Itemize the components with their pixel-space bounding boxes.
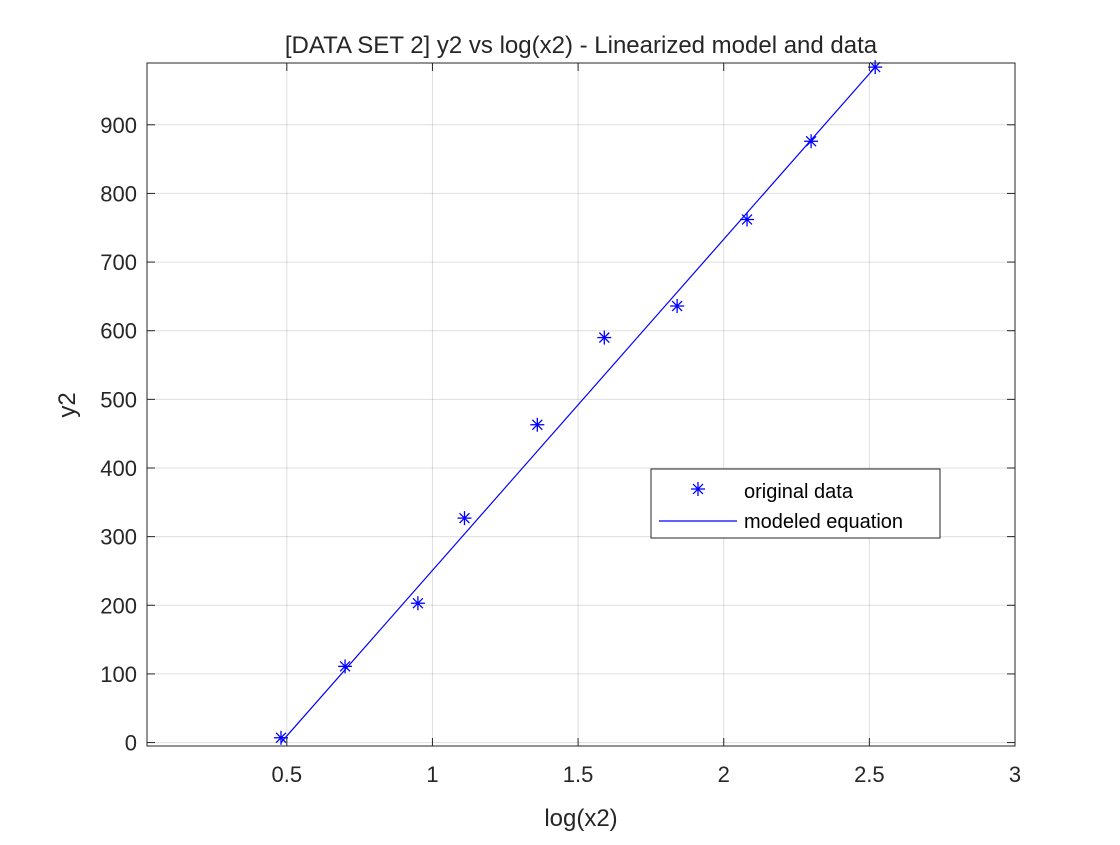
- x-tick-label: 2.5: [854, 762, 885, 787]
- data-point: [868, 60, 883, 75]
- y-tick-label: 900: [100, 113, 137, 138]
- x-axis-title: log(x2): [544, 805, 617, 832]
- modeled-equation-line: [280, 66, 876, 743]
- y-tick-label: 800: [100, 181, 137, 206]
- x-tick-label: 3: [1009, 762, 1021, 787]
- y-axis-title: y2: [54, 392, 81, 417]
- y-tick-label: 0: [125, 731, 137, 756]
- data-point: [338, 659, 353, 674]
- y-tick-label: 600: [100, 319, 137, 344]
- x-tick-label: 2: [718, 762, 730, 787]
- chart-title: [DATA SET 2] y2 vs log(x2) - Linearized …: [285, 32, 878, 59]
- legend-asterisk-glyph: [691, 482, 705, 496]
- data-point: [410, 596, 425, 611]
- legend-asterisk-icon: [691, 482, 705, 496]
- x-tick-label: 1.5: [563, 762, 594, 787]
- data-point: [740, 212, 755, 227]
- data-point: [530, 417, 545, 432]
- series-layer: [273, 60, 883, 745]
- data-point: [597, 330, 612, 345]
- legend-label-modeled-equation: modeled equation: [744, 511, 903, 533]
- x-tick-label: 1: [426, 762, 438, 787]
- y-tick-label: 500: [100, 387, 137, 412]
- y-tick-label: 300: [100, 525, 137, 550]
- plot-area: [147, 63, 1015, 746]
- x-tick-label: 0.5: [272, 762, 303, 787]
- legend-box: [650, 468, 941, 539]
- y-tick-label: 400: [100, 456, 137, 481]
- data-point: [273, 730, 288, 745]
- data-point: [457, 511, 472, 526]
- tick-layer: 0.5 1 1.5 2 2.5 3 0 100 200 300 400 500 600 700 800 900: [100, 63, 1021, 787]
- y-tick-label: 700: [100, 250, 137, 275]
- data-point: [670, 298, 685, 313]
- plot-border: [146, 62, 1016, 747]
- y-tick-label: 100: [100, 662, 137, 687]
- data-point: [804, 134, 819, 149]
- legend: original data modeled equation: [650, 468, 941, 539]
- legend-label-original-data: original data: [744, 481, 854, 503]
- y-tick-label: 200: [100, 593, 137, 618]
